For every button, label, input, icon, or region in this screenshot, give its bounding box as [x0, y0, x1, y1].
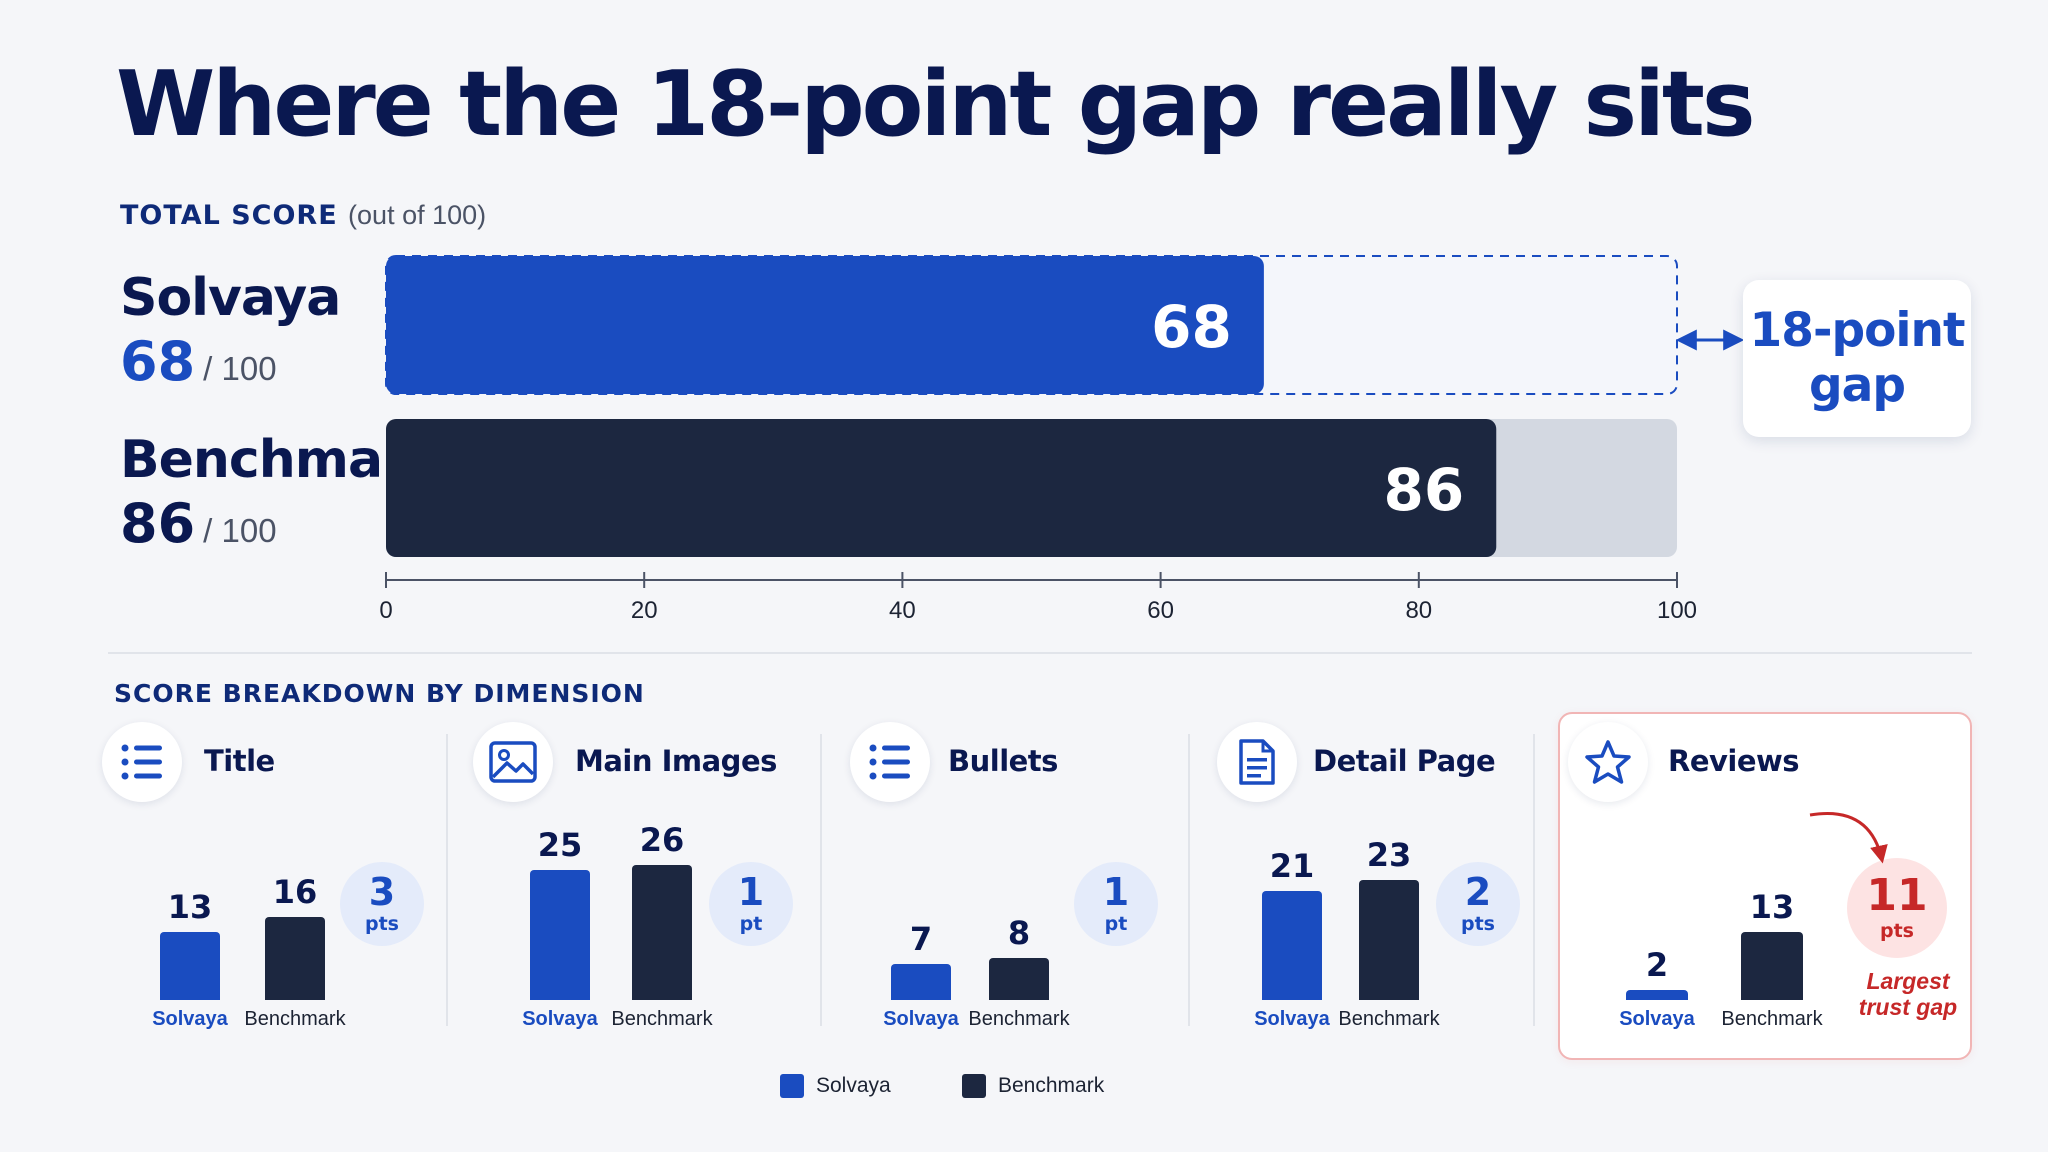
x-tick-label: 60	[1147, 597, 1174, 624]
solvaya-bar	[891, 963, 951, 1000]
solvaya-value-label: 13	[167, 888, 213, 927]
solvaya-total-score: 68	[120, 330, 196, 393]
solvaya-bar-label: Solvaya	[522, 1008, 598, 1030]
benchmark-total-score: 86	[120, 492, 196, 555]
benchmark-value-label: 8	[1007, 914, 1031, 953]
benchmark-bar	[265, 916, 325, 1000]
benchmark-bar	[632, 864, 692, 1000]
benchmark-bar-label: Benchmark	[968, 1008, 1070, 1030]
total-score-heading: TOTAL SCORE	[120, 200, 338, 231]
benchmark-value-label: 13	[1749, 888, 1795, 927]
legend-solvaya: Solvaya	[780, 1074, 891, 1098]
largest-gap-note: Largest trust gap	[1858, 968, 1958, 1021]
list-icon	[850, 722, 930, 802]
legend-solvaya-label: Solvaya	[816, 1074, 891, 1097]
solvaya-out-of: / 100	[203, 350, 277, 387]
list-icon	[102, 722, 182, 802]
solvaya-total: Solvaya 68/ 100	[120, 268, 341, 393]
gap-badge: 3 pts	[340, 862, 424, 946]
solvaya-total-bar-label: 68	[1151, 293, 1232, 361]
benchmark-total-bar	[386, 419, 1497, 557]
solvaya-bar	[530, 870, 590, 1000]
benchmark-bar-label: Benchmark	[244, 1008, 346, 1030]
solvaya-bar-label: Solvaya	[1254, 1008, 1330, 1030]
legend-benchmark: Benchmark	[962, 1074, 1104, 1098]
solvaya-value-label: 21	[1269, 846, 1315, 885]
total-score-label: TOTAL SCORE (out of 100)	[120, 200, 486, 231]
gap-unit: pts	[1880, 920, 1914, 942]
gap-badge: 11 pts	[1847, 858, 1947, 958]
benchmark-value-label: 23	[1366, 836, 1412, 875]
solvaya-bar-label: Solvaya	[1619, 1008, 1695, 1030]
gap-unit: pts	[1461, 913, 1495, 935]
gap-arrow-red	[1809, 812, 1888, 864]
benchmark-bar	[1359, 880, 1419, 1000]
legend-solvaya-swatch	[780, 1074, 804, 1098]
panel-separator	[446, 734, 448, 1026]
benchmark-bar	[1741, 932, 1803, 1000]
gap-value: 11	[1866, 870, 1928, 921]
page-title: Where the 18-point gap really sits	[116, 52, 1756, 157]
total-score-sublabel: (out of 100)	[348, 200, 487, 230]
x-tick-label: 0	[379, 597, 392, 624]
panel-separator	[820, 734, 822, 1026]
gap-unit: pt	[739, 913, 763, 935]
x-tick-label: 20	[631, 597, 658, 624]
gap-badge: 1 pt	[709, 862, 793, 946]
gap-badge: 2 pts	[1436, 862, 1520, 946]
solvaya-bar	[1626, 989, 1688, 1000]
breakdown-label: SCORE BREAKDOWN BY DIMENSION	[114, 679, 645, 708]
gap-value: 3	[368, 870, 396, 914]
x-tick-label: 40	[889, 597, 916, 624]
gap-value: 1	[737, 870, 765, 914]
solvaya-value-label: 2	[1645, 945, 1669, 984]
panel-separator	[1188, 734, 1190, 1026]
gap-value: 2	[1464, 870, 1492, 914]
section-divider	[108, 652, 1972, 654]
benchmark-bar-label: Benchmark	[611, 1008, 713, 1030]
benchmark-total-bar-label: 86	[1384, 456, 1465, 524]
gap-callout: 18-point gap	[1743, 280, 1971, 437]
total-score-chart: 68 86 0 20 40 60 80 100	[379, 255, 1745, 624]
image-icon	[473, 722, 553, 802]
dimension-title: Main Images	[575, 744, 777, 778]
benchmark-bar-label: Benchmark	[1338, 1008, 1440, 1030]
dimension-title: Reviews	[1668, 744, 1800, 778]
x-tick-label: 100	[1657, 597, 1697, 624]
solvaya-bar-label: Solvaya	[883, 1008, 959, 1030]
solvaya-bar	[160, 932, 220, 1000]
gap-value: 1	[1102, 870, 1130, 914]
document-icon	[1217, 722, 1297, 802]
solvaya-bar-label: Solvaya	[152, 1008, 228, 1030]
benchmark-value-label: 26	[639, 820, 685, 859]
dimension-title: Bullets	[948, 744, 1058, 778]
panel-separator	[1533, 734, 1535, 1026]
dimension-title: Title	[204, 744, 275, 778]
benchmark-out-of: / 100	[203, 512, 277, 549]
legend-benchmark-label: Benchmark	[998, 1074, 1105, 1097]
solvaya-total-bar	[386, 256, 1264, 394]
solvaya-value-label: 25	[537, 826, 583, 864]
solvaya-value-label: 7	[909, 919, 933, 958]
benchmark-bar-label: Benchmark	[1721, 1008, 1823, 1030]
gap-badge: 1 pt	[1074, 862, 1158, 946]
solvaya-name: Solvaya	[120, 268, 341, 328]
star-icon	[1568, 722, 1648, 802]
gap-unit: pts	[365, 913, 399, 935]
gap-unit: pt	[1104, 913, 1128, 935]
dimension-title: Detail Page	[1313, 744, 1496, 778]
benchmark-bar	[989, 958, 1049, 1000]
solvaya-bar	[1262, 890, 1322, 1000]
benchmark-value-label: 16	[272, 872, 318, 911]
x-tick-label: 80	[1405, 597, 1432, 624]
legend-benchmark-swatch	[962, 1074, 986, 1098]
